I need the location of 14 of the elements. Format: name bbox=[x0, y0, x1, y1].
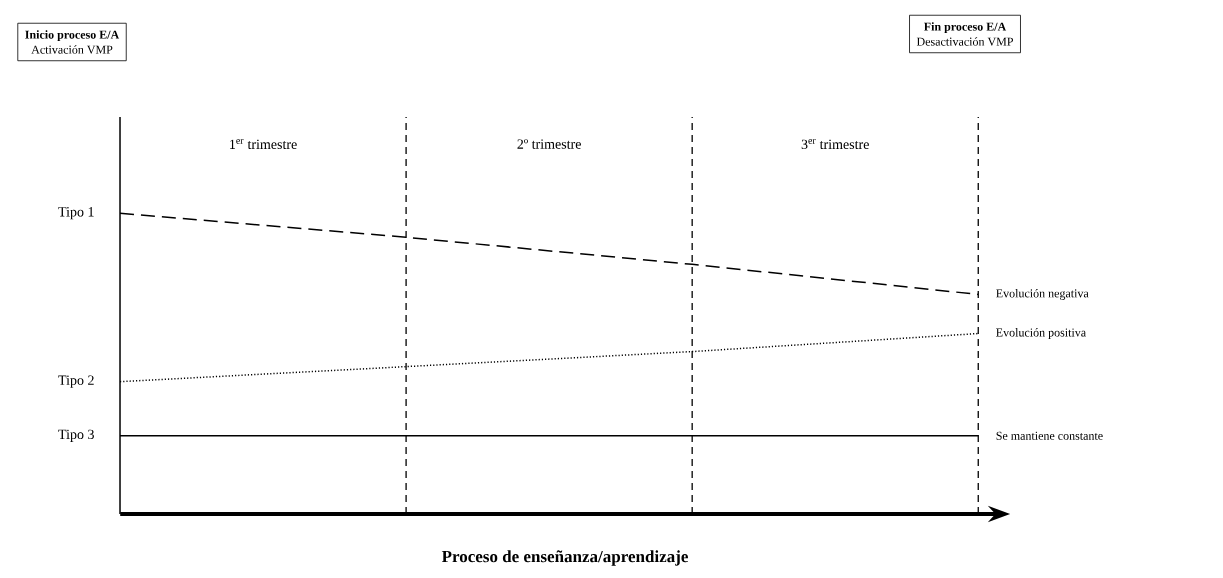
text: Tipo 3 bbox=[58, 429, 94, 442]
x-axis-title: Proceso de enseñanza/aprendizaje bbox=[441, 550, 688, 566]
series-label: Evolución negativa bbox=[996, 288, 1089, 300]
text: 3$^{er}$ trimestre bbox=[801, 139, 869, 150]
text: Fin proceso E/A bbox=[923, 22, 1007, 34]
text: Activación VMP bbox=[31, 45, 113, 54]
text: 2º trimestre bbox=[517, 139, 581, 149]
series-label: Se mantiene constante bbox=[996, 431, 1103, 440]
text: Tipo 2 bbox=[58, 375, 94, 388]
text: Inicio proceso E/A bbox=[25, 30, 120, 42]
text: 1$^{er}$ trimestre bbox=[230, 139, 297, 150]
text: Desactivación VMP bbox=[916, 37, 1014, 46]
series-label: Evolución positiva bbox=[996, 328, 1086, 339]
text: Tipo 1 bbox=[58, 207, 94, 220]
